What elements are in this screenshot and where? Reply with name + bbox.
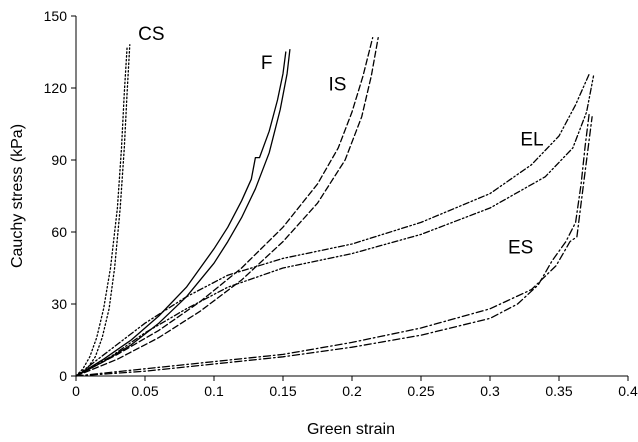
series-is-loading-curve [75, 36, 374, 377]
x-tick-label: 0 [72, 383, 80, 399]
y-tick-label: 150 [44, 8, 68, 24]
y-tick-label: 30 [51, 296, 67, 312]
series-label-es: ES [508, 238, 533, 259]
series-is-unloading-curve [75, 36, 379, 377]
series-el-unloading-curve [75, 75, 595, 377]
x-tick-label: 0.35 [545, 383, 572, 399]
y-tick-label: 90 [51, 152, 67, 168]
series-cs-loading-curve [75, 46, 128, 377]
series-label-f: F [261, 53, 273, 74]
y-tick-label: 120 [44, 80, 68, 96]
x-tick-label: 0.4 [618, 383, 638, 399]
axes [75, 16, 628, 377]
series-es-unloading-curve [75, 116, 593, 377]
x-axis-title: Green strain [307, 421, 395, 438]
ticks: 0 0.05 0.1 0.15 0.2 0.25 0.3 0.35 0.4 0 30 60 90 120 1… [44, 8, 638, 399]
series-label-cs: CS [138, 24, 164, 45]
series-label-is: IS [329, 74, 347, 95]
x-tick-label: 0.25 [407, 383, 434, 399]
y-axis-title: Cauchy stress (kPa) [9, 124, 26, 268]
x-tick-label: 0.3 [480, 383, 500, 399]
series-f-loading-curve [75, 51, 287, 377]
x-tick-label: 0.15 [269, 383, 296, 399]
curves [75, 36, 595, 377]
series-labels: CS F IS EL ES [138, 24, 544, 259]
series-cs-unloading-curve [75, 44, 131, 377]
series-f-unloading-curve [75, 48, 291, 377]
series-el-loading-curve [75, 72, 591, 377]
y-tick-label: 0 [59, 368, 67, 384]
x-tick-label: 0.2 [342, 383, 362, 399]
x-tick-label: 0.1 [204, 383, 224, 399]
series-label-el: EL [520, 130, 543, 151]
y-tick-label: 60 [51, 224, 67, 240]
series-es-loading-curve [75, 111, 591, 377]
x-tick-label: 0.05 [131, 383, 158, 399]
